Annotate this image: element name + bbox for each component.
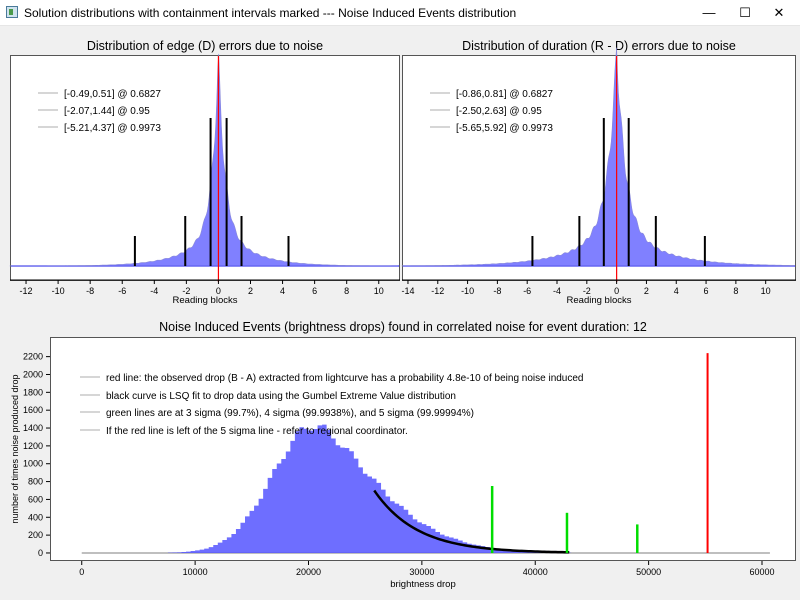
legend-entry: If the red line is left of the 5 sigma l…	[106, 426, 408, 437]
y-tick-label: 800	[28, 477, 43, 487]
y-tick-label: 200	[28, 530, 43, 540]
legend-entry: green lines are at 3 sigma (99.7%), 4 si…	[106, 408, 474, 419]
brightness-drop-histogram	[167, 424, 572, 553]
close-button[interactable]: ✕	[773, 5, 785, 20]
gumbel-fit-curve	[373, 489, 570, 554]
x-tick-label: -4	[150, 286, 158, 296]
duration-errors-chart-title: Distribution of duration (R - D) errors …	[462, 39, 736, 53]
x-tick-label: 40000	[523, 567, 548, 577]
y-tick-label: 1800	[23, 387, 43, 397]
y-tick-label: 1600	[23, 405, 43, 415]
x-tick-label: 10	[761, 286, 771, 296]
x-tick-label: 50000	[636, 567, 661, 577]
legend-entry: [-2.50,2.63] @ 0.95	[456, 106, 542, 117]
x-tick-label: -8	[86, 286, 94, 296]
x-tick-label: 2	[644, 286, 649, 296]
x-tick-label: 60000	[749, 567, 774, 577]
title-bar: Solution distributions with containment …	[0, 0, 800, 26]
x-axis-label: Reading blocks	[567, 295, 632, 306]
y-tick-label: 0	[38, 548, 43, 558]
x-tick-label: -10	[52, 286, 65, 296]
x-tick-label: 6	[704, 286, 709, 296]
x-tick-label: 6	[312, 286, 317, 296]
y-tick-label: 1200	[23, 441, 43, 451]
window-title: Solution distributions with containment …	[24, 6, 517, 20]
legend-entry: [-0.86,0.81] @ 0.6827	[456, 89, 553, 100]
x-tick-label: 20000	[296, 567, 321, 577]
legend-entry: [-2.07,1.44] @ 0.95	[64, 106, 150, 117]
legend-entry: black curve is LSQ fit to drop data usin…	[106, 391, 456, 402]
x-tick-label: -10	[461, 286, 474, 296]
edge-errors-chart-title: Distribution of edge (D) errors due to n…	[86, 39, 324, 53]
app-icon	[6, 6, 18, 18]
y-axis-label: number of times noise produced drop	[10, 374, 20, 523]
minimize-button[interactable]: —	[702, 5, 716, 20]
x-tick-label: 0	[614, 286, 619, 296]
legend-entry: [-5.65,5.92] @ 0.9973	[456, 123, 553, 134]
x-tick-label: 2	[248, 286, 253, 296]
x-tick-label: -12	[431, 286, 444, 296]
legend-entry: red line: the observed drop (B - A) extr…	[106, 373, 584, 384]
x-tick-label: 8	[733, 286, 738, 296]
x-tick-label: 30000	[409, 567, 434, 577]
error-histogram	[401, 47, 795, 267]
x-axis-label: Reading blocks	[173, 295, 238, 306]
legend-entry: [-0.49,0.51] @ 0.6827	[64, 89, 161, 100]
legend-entry: [-5.21,4.37] @ 0.9973	[64, 123, 161, 134]
x-tick-label: -8	[493, 286, 501, 296]
x-tick-label: 4	[674, 286, 679, 296]
error-histogram	[9, 53, 399, 267]
x-tick-label: -2	[583, 286, 591, 296]
maximize-button[interactable]: ☐	[739, 5, 751, 20]
x-tick-label: -4	[553, 286, 561, 296]
y-tick-label: 2200	[23, 352, 43, 362]
x-tick-label: 4	[280, 286, 285, 296]
x-tick-label: 8	[344, 286, 349, 296]
x-axis-label: brightness drop	[390, 579, 455, 590]
x-tick-label: -6	[523, 286, 531, 296]
noise-events-plot-area	[50, 337, 796, 561]
noise-events-chart-title: Noise Induced Events (brightness drops) …	[159, 320, 647, 334]
x-tick-label: -14	[401, 286, 414, 296]
x-tick-label: -6	[118, 286, 126, 296]
x-tick-label: -2	[182, 286, 190, 296]
y-tick-label: 600	[28, 494, 43, 504]
x-tick-label: 10	[374, 286, 384, 296]
x-tick-label: 10000	[183, 567, 208, 577]
x-tick-label: 0	[79, 567, 84, 577]
y-tick-label: 2000	[23, 369, 43, 379]
y-tick-label: 1000	[23, 459, 43, 469]
y-tick-label: 1400	[23, 423, 43, 433]
y-tick-label: 400	[28, 512, 43, 522]
x-tick-label: 0	[216, 286, 221, 296]
x-tick-label: -12	[20, 286, 33, 296]
